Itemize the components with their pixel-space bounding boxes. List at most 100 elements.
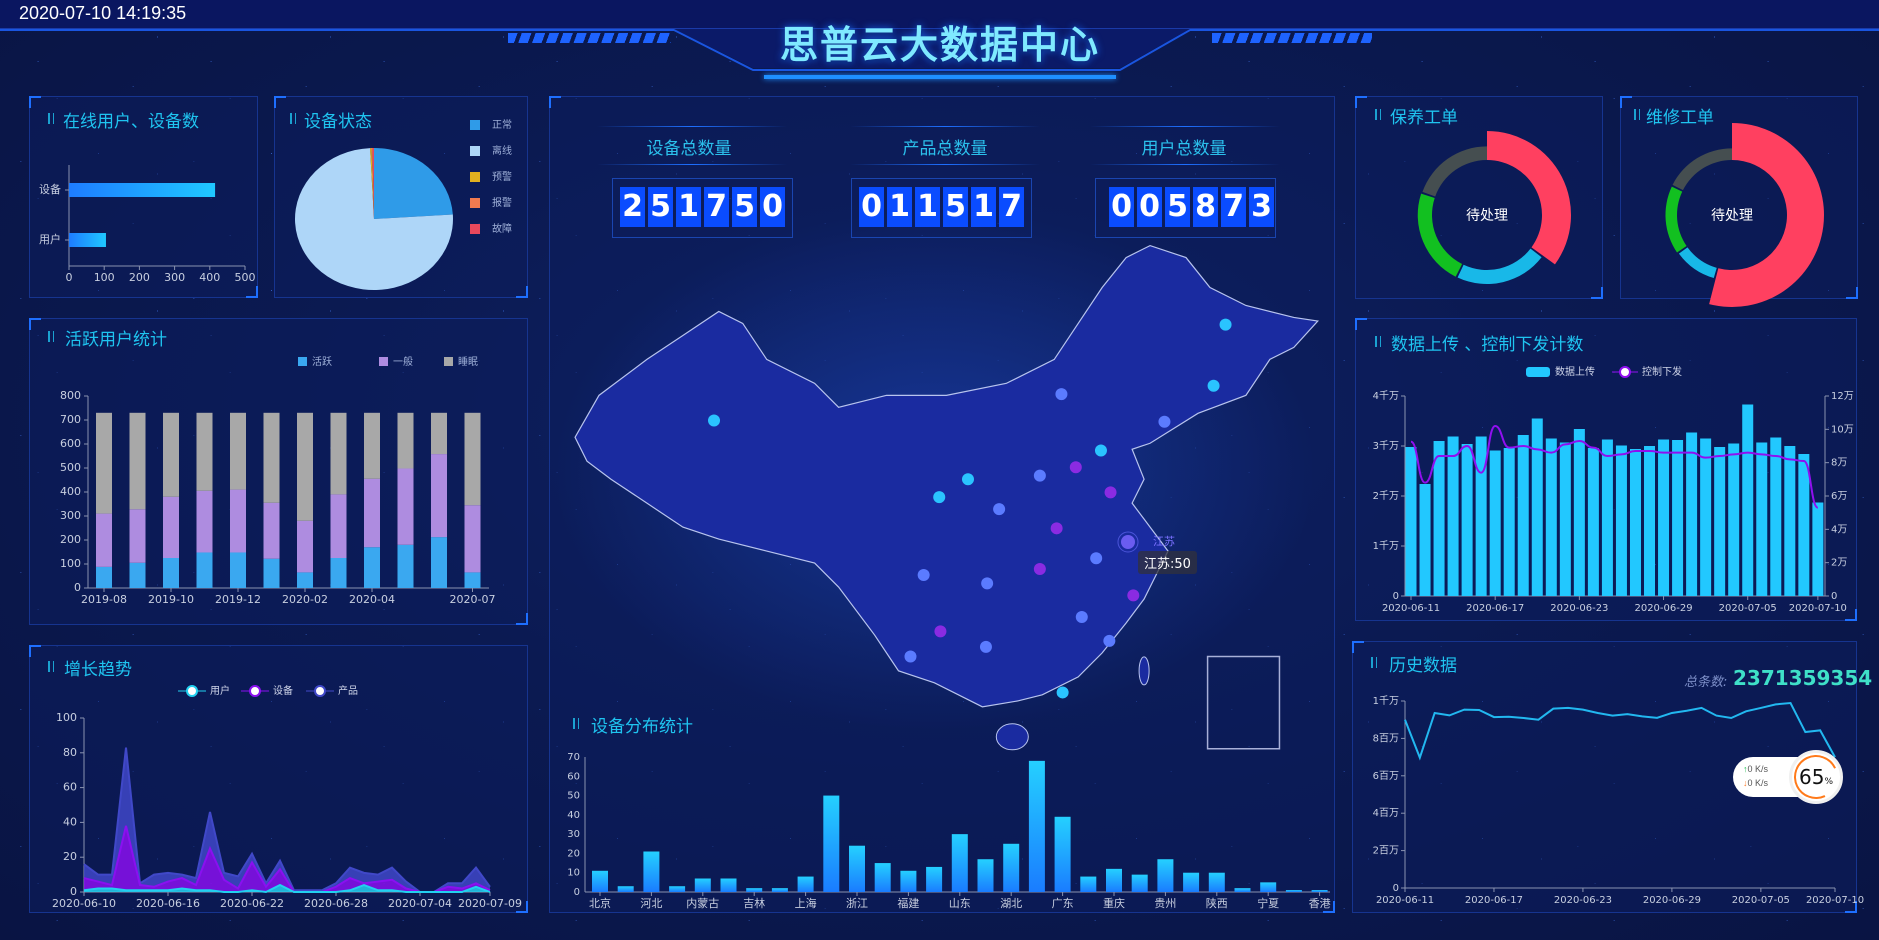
bar-segment bbox=[230, 412, 246, 490]
x-tick-label: 广东 bbox=[1052, 897, 1074, 910]
bar bbox=[694, 878, 711, 892]
bar bbox=[1080, 876, 1097, 892]
legend-swatch bbox=[470, 172, 480, 182]
stat-label: 设备总数量 bbox=[646, 139, 732, 159]
bar bbox=[1714, 447, 1726, 596]
y-tick-label: 12万 bbox=[1831, 391, 1854, 402]
bar-segment bbox=[397, 468, 414, 545]
digit: 1 bbox=[676, 187, 701, 227]
bar-segment bbox=[431, 412, 447, 455]
bar bbox=[1234, 888, 1251, 892]
x-tick-label: 400 bbox=[199, 271, 220, 284]
bar bbox=[1798, 454, 1810, 596]
x-tick-label: 300 bbox=[164, 271, 185, 284]
x-tick-label: 200 bbox=[129, 271, 150, 284]
donut-segment bbox=[1422, 146, 1487, 197]
map-point bbox=[708, 414, 721, 427]
x-tick-label: 北京 bbox=[589, 896, 611, 910]
digits-frame bbox=[612, 178, 793, 238]
divider bbox=[1090, 164, 1280, 165]
x-tick-label: 2020-07-09 bbox=[458, 897, 522, 910]
map-point bbox=[993, 503, 1006, 516]
donut-center-label: 待处理 bbox=[1711, 208, 1753, 224]
y-tick-label: 4百万 bbox=[1373, 807, 1399, 819]
bar bbox=[1559, 442, 1571, 596]
bar bbox=[1106, 868, 1122, 892]
x-tick-label: 湖北 bbox=[1000, 897, 1022, 910]
map-point bbox=[1158, 415, 1171, 428]
y-tick-label: 0 bbox=[70, 885, 77, 898]
bar bbox=[1433, 441, 1445, 596]
pie-slice bbox=[374, 148, 453, 219]
legend-label: 设备 bbox=[273, 684, 293, 697]
map-point bbox=[1090, 552, 1103, 565]
x-tick-label: 100 bbox=[94, 271, 115, 284]
legend-label: 报警 bbox=[492, 196, 512, 209]
map-point bbox=[981, 577, 994, 590]
title-marker-icon bbox=[48, 331, 54, 342]
memory-usage-gauge[interactable]: 65% bbox=[1787, 748, 1845, 806]
digit: 8 bbox=[1193, 187, 1218, 227]
x-tick-label: 2020-06-17 bbox=[1466, 603, 1524, 614]
bar bbox=[1770, 437, 1782, 596]
bar bbox=[1756, 442, 1768, 596]
y-tick-label: 20 bbox=[63, 850, 77, 863]
y-tick-label: 100 bbox=[56, 711, 77, 724]
y-tick-label: 用户 bbox=[39, 232, 61, 246]
y-tick-label: 10万 bbox=[1831, 424, 1854, 435]
legend-marker bbox=[186, 685, 198, 697]
digit: 5 bbox=[732, 187, 757, 227]
panel-title: 设备分布统计 bbox=[591, 717, 693, 737]
donut-segment bbox=[1417, 193, 1463, 277]
x-tick-label: 陕西 bbox=[1206, 896, 1228, 910]
y-tick-label: 500 bbox=[60, 461, 81, 474]
bar bbox=[643, 851, 660, 892]
bar bbox=[1644, 446, 1656, 596]
map-point-highlight bbox=[1121, 535, 1135, 549]
bar bbox=[1157, 859, 1174, 892]
map-point bbox=[917, 569, 930, 582]
digit: 2 bbox=[620, 187, 645, 227]
x-tick-label: 河北 bbox=[640, 897, 662, 910]
bar bbox=[1658, 439, 1670, 596]
area-产品 bbox=[84, 747, 490, 892]
bar-segment bbox=[397, 544, 414, 588]
pie-slice bbox=[371, 148, 374, 219]
y-tick-label: 0 bbox=[1393, 591, 1399, 602]
panel-title: 保养工单 bbox=[1390, 108, 1458, 128]
x-tick-label: 2020-06-11 bbox=[1376, 895, 1434, 906]
bar bbox=[1545, 438, 1557, 596]
map-point bbox=[934, 625, 947, 638]
title-marker-icon bbox=[1634, 109, 1640, 120]
x-tick-label: 2020-06-29 bbox=[1634, 603, 1692, 614]
y-tick-label: 10 bbox=[567, 868, 580, 879]
bar bbox=[1461, 444, 1473, 596]
gauge-percent: 65% bbox=[1798, 765, 1833, 789]
y-tick-label: 100 bbox=[60, 557, 81, 570]
legend-label: 数据上传 bbox=[1555, 365, 1595, 378]
bar bbox=[1447, 436, 1459, 596]
bar-segment bbox=[263, 502, 280, 559]
pie-slice bbox=[370, 148, 374, 219]
legend-label: 用户 bbox=[210, 684, 230, 697]
bar-segment bbox=[129, 562, 146, 588]
bar bbox=[1601, 439, 1613, 596]
x-tick-label: 500 bbox=[235, 271, 256, 284]
y-tick-label: 40 bbox=[567, 810, 580, 821]
y-tick-label: 4千万 bbox=[1373, 390, 1399, 402]
history-total-label: 总条数: bbox=[1684, 675, 1728, 690]
bar-segment bbox=[297, 572, 313, 588]
x-tick-label: 宁夏 bbox=[1257, 896, 1279, 910]
map-point bbox=[933, 491, 946, 504]
digits-frame bbox=[1095, 178, 1276, 238]
y-tick-label: 6百万 bbox=[1373, 770, 1399, 782]
y-tick-label: 3千万 bbox=[1373, 440, 1399, 452]
bar bbox=[1311, 890, 1328, 892]
bar-segment bbox=[196, 490, 213, 553]
bar-segment bbox=[364, 547, 380, 588]
map-point bbox=[1219, 318, 1232, 331]
y-tick-label: 0 bbox=[1393, 883, 1399, 894]
bar bbox=[1784, 446, 1796, 596]
